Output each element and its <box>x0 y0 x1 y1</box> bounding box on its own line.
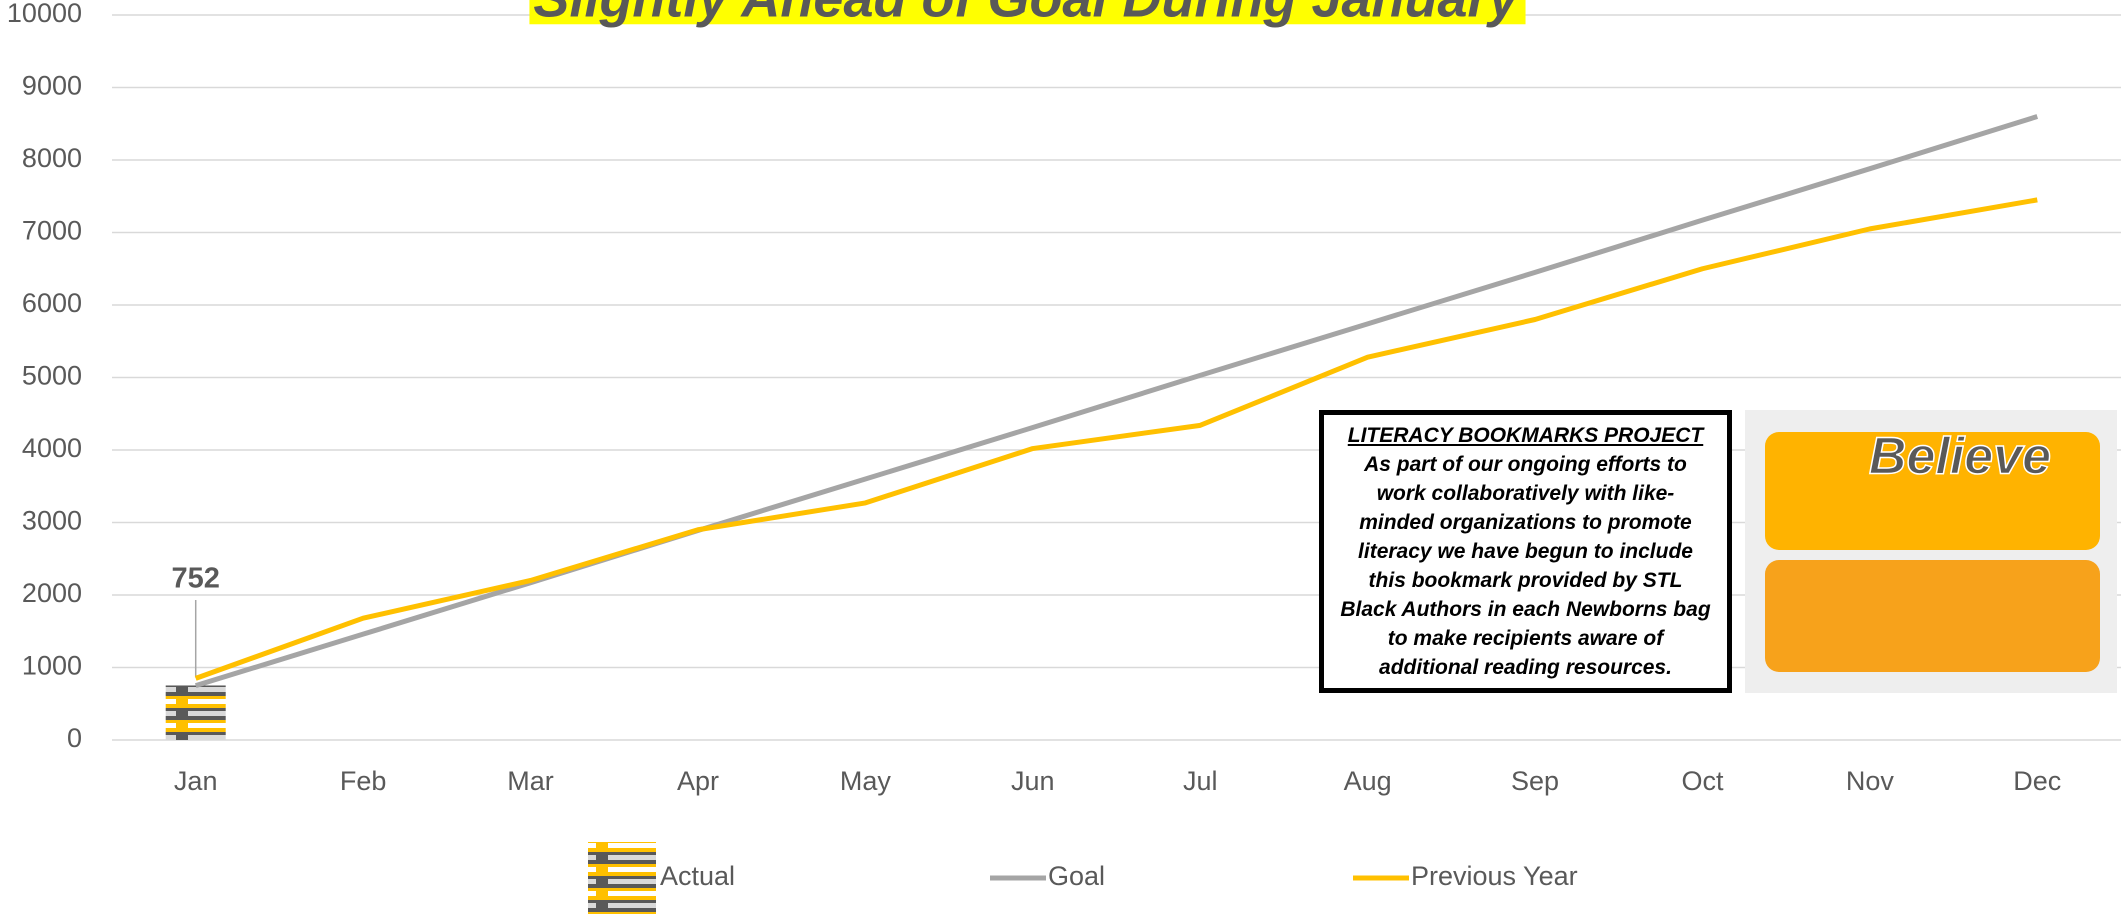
annotation-title: LITERACY BOOKMARKS PROJECT <box>1348 421 1703 450</box>
y-tick-label: 1000 <box>22 651 82 681</box>
y-tick-label: 10000 <box>7 0 82 28</box>
y-tick-label: 0 <box>67 723 82 753</box>
legend-swatch <box>588 842 656 914</box>
data-label: 752 <box>172 563 220 595</box>
x-tick-label: Sep <box>1511 766 1559 796</box>
y-tick-label: 2000 <box>22 578 82 608</box>
x-tick-label: Dec <box>2013 766 2061 796</box>
y-tick-label: 3000 <box>22 506 82 536</box>
x-tick-label: Nov <box>1846 766 1895 796</box>
x-tick-label: Aug <box>1344 766 1392 796</box>
bookmark-word: Believe <box>1869 428 2051 486</box>
legend-label: Goal <box>1048 861 1105 891</box>
y-tick-label: 7000 <box>22 216 82 246</box>
x-tick-label: Oct <box>1681 766 1724 796</box>
y-tick-label: 9000 <box>22 71 82 101</box>
legend-label: Previous Year <box>1411 861 1578 891</box>
y-tick-label: 5000 <box>22 361 82 391</box>
x-tick-label: May <box>840 766 892 796</box>
annotation-box: LITERACY BOOKMARKS PROJECT As part of ou… <box>1319 410 1732 693</box>
bar <box>166 685 226 740</box>
annotation-text: As part of our ongoing efforts to work c… <box>1340 450 1711 682</box>
page: 0 1000 2000 3000 4000 5000 6000 7000 8000 9000 100… <box>0 0 2121 915</box>
chart-title: Slightly Ahead of Goal During January <box>533 0 1521 28</box>
x-tick-label: Jun <box>1011 766 1055 796</box>
x-tick-label: Mar <box>507 766 554 796</box>
x-tick-label: Apr <box>677 766 719 796</box>
x-tick-label: Feb <box>340 766 387 796</box>
y-tick-label: 4000 <box>22 433 82 463</box>
chart: 0 1000 2000 3000 4000 5000 6000 7000 8000 9000 100… <box>0 0 2121 915</box>
y-tick-label: 8000 <box>22 143 82 173</box>
x-tick-label: Jan <box>174 766 218 796</box>
x-tick-label: Jul <box>1183 766 1218 796</box>
y-tick-label: 6000 <box>22 288 82 318</box>
legend-label: Actual <box>660 861 735 891</box>
bookmark-back <box>1765 560 2100 672</box>
